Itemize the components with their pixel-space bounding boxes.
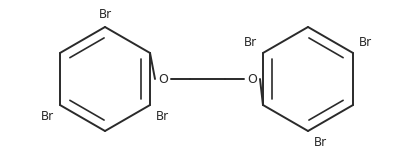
Text: Br: Br — [314, 136, 327, 149]
Text: Br: Br — [156, 110, 169, 123]
Text: Br: Br — [41, 110, 54, 123]
Text: Br: Br — [359, 36, 372, 49]
Text: Br: Br — [244, 36, 257, 49]
Text: O: O — [247, 73, 257, 85]
Text: O: O — [158, 73, 168, 85]
Text: Br: Br — [98, 8, 111, 21]
